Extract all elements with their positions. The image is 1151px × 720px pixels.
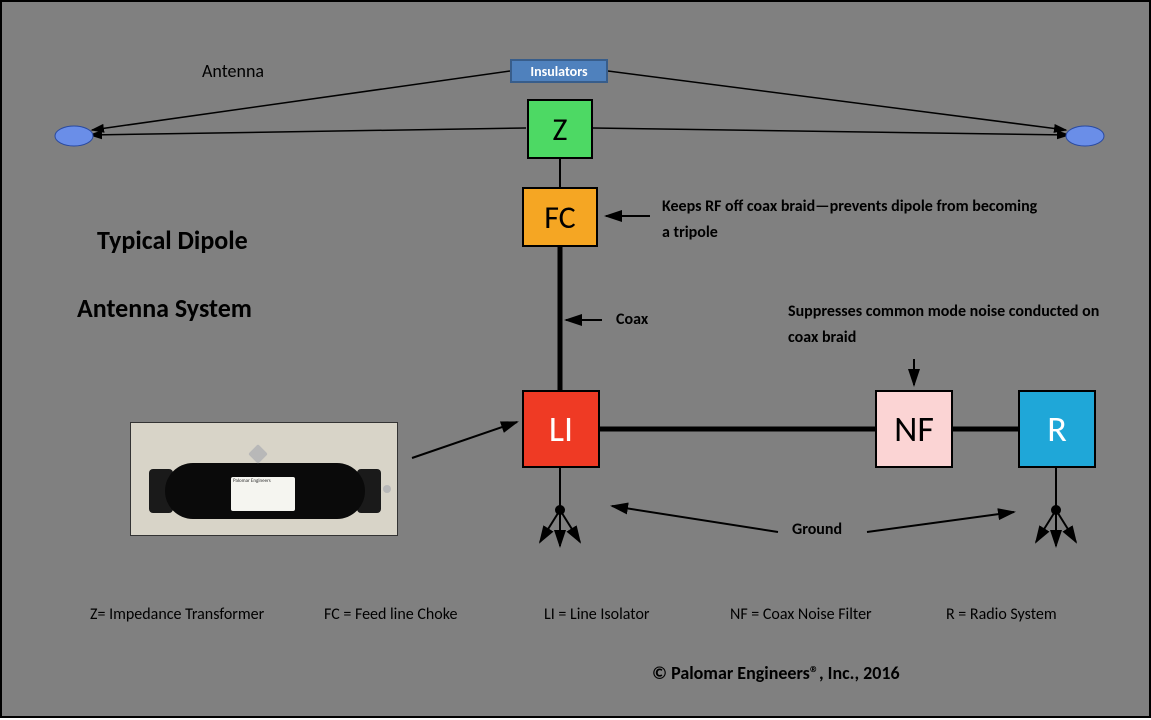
insulators-text: Insulators: [530, 63, 587, 80]
tie-right: [608, 71, 1066, 130]
legend-nf: NF = Coax Noise Filter: [730, 605, 872, 624]
antenna-wire-left: [90, 128, 526, 135]
fc-note: Keeps RF off coax braid—prevents dipole …: [662, 194, 1042, 245]
fc-label: FC: [544, 198, 575, 237]
title-line2: Antenna System: [77, 292, 252, 324]
ground-symbol-li: [540, 505, 580, 546]
z-block: Z: [527, 99, 593, 159]
antenna-label: Antenna: [202, 60, 264, 82]
insulator-left: [55, 126, 93, 146]
nf-block: NF: [875, 390, 953, 468]
legend-r: R = Radio System: [946, 605, 1057, 624]
legend-li: LI = Line Isolator: [544, 605, 649, 624]
legend-z: Z= Impedance Transformer: [90, 605, 264, 624]
insulator-right: [1066, 126, 1104, 146]
title-line1: Typical Dipole: [97, 224, 248, 256]
r-label: R: [1047, 407, 1067, 451]
z-label: Z: [553, 110, 568, 149]
nf-note: Suppresses common mode noise conducted o…: [788, 299, 1118, 350]
ground-label: Ground: [792, 520, 842, 539]
li-label: LI: [549, 407, 573, 451]
legend-fc: FC = Feed line Choke: [324, 605, 457, 624]
ground-symbol-r: [1036, 505, 1076, 546]
tie-left: [92, 71, 510, 130]
insulators-label-block: Insulators: [510, 59, 608, 83]
nf-label: NF: [894, 407, 934, 451]
arrow-ground-left: [612, 506, 778, 532]
fc-block: FC: [522, 187, 598, 247]
li-block: LI: [522, 390, 600, 468]
product-photo: Palomar Engineers: [130, 422, 398, 536]
r-block: R: [1018, 390, 1096, 468]
diagram-canvas: Insulators Z FC LI NF R Antenna Typical …: [0, 0, 1151, 718]
antenna-wire-right: [593, 128, 1069, 135]
arrow-photo-li: [412, 422, 517, 458]
copyright: © Palomar Engineers®, Inc., 2016: [652, 662, 900, 684]
coax-label: Coax: [616, 310, 648, 329]
arrow-ground-right: [867, 512, 1014, 532]
